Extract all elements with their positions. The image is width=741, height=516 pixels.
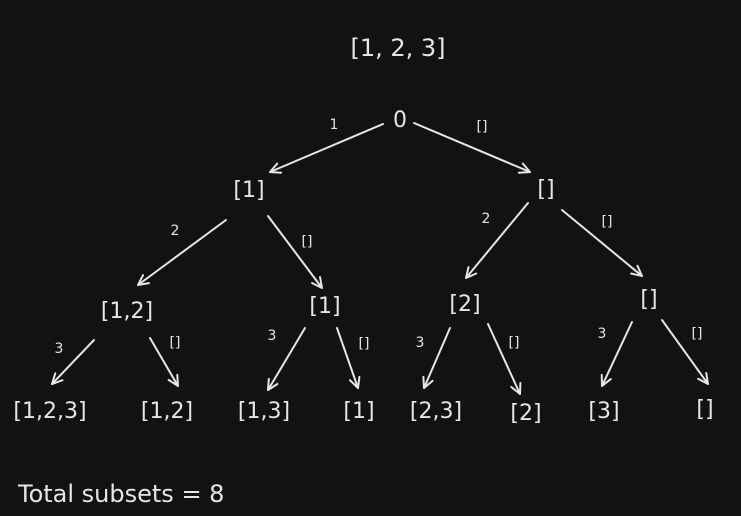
edge-l1right-right [561, 209, 643, 277]
edge-label-l1right-right: [] [602, 214, 613, 230]
input-array-title: [1, 2, 3] [350, 34, 445, 62]
edge-d-left [600, 321, 633, 387]
edge-a-right [149, 337, 179, 387]
edge-label-l1left-right: [] [302, 234, 313, 250]
edge-label-b-right: [] [359, 336, 370, 352]
edge-label-a-right: [] [170, 335, 181, 351]
edge-root-left [269, 123, 384, 174]
leaf-7: [3] [588, 399, 619, 424]
node-l2-c: [2] [449, 292, 480, 317]
node-l2-d: [] [640, 287, 657, 312]
edge-label-b-left: 3 [268, 328, 277, 344]
leaf-1: [1,2,3] [13, 399, 86, 424]
node-root: 0 [393, 108, 407, 133]
edge-d-right [661, 319, 709, 385]
node-l2-a: [1,2] [101, 299, 153, 324]
node-l1-right: [] [537, 177, 554, 202]
edge-label-root-right: [] [477, 119, 488, 135]
edge-l1left-right [267, 215, 323, 289]
edge-l1right-left [465, 202, 529, 279]
edge-root-right [413, 122, 531, 174]
edge-l1left-left [137, 219, 227, 286]
edge-a-left [51, 339, 95, 385]
leaf-4: [1] [343, 399, 374, 424]
leaf-6: [2] [510, 401, 541, 426]
node-l1-left: [1] [233, 178, 264, 203]
edge-label-l1left-left: 2 [171, 223, 180, 239]
total-subsets-label: Total subsets = 8 [17, 480, 224, 508]
leaf-8: [] [696, 397, 713, 422]
edge-b-left [267, 327, 306, 391]
edge-c-left [422, 327, 451, 389]
edge-label-a-left: 3 [55, 341, 64, 357]
edge-label-d-left: 3 [598, 326, 607, 342]
edge-label-root-left: 1 [330, 117, 339, 133]
leaf-2: [1,2] [141, 399, 193, 424]
edge-label-d-right: [] [692, 326, 703, 342]
edge-c-right [487, 323, 522, 395]
edge-label-c-left: 3 [416, 335, 425, 351]
edge-label-c-right: [] [509, 335, 520, 351]
leaf-3: [1,3] [238, 399, 290, 424]
node-l2-b: [1] [309, 294, 340, 319]
edge-b-right [336, 327, 361, 389]
leaf-5: [2,3] [410, 399, 462, 424]
edge-label-l1right-left: 2 [482, 211, 491, 227]
